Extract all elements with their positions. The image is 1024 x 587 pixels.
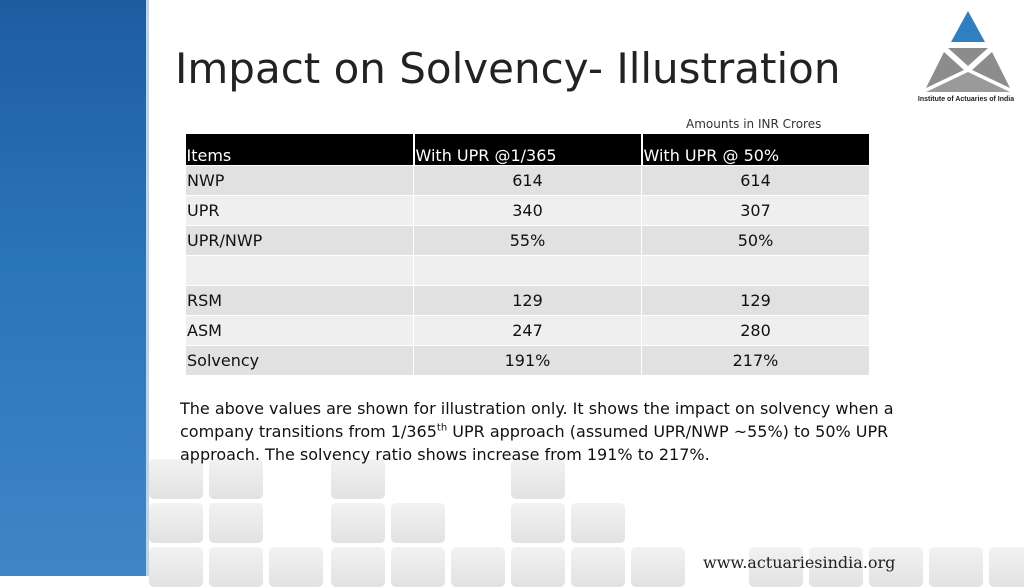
background-tile	[149, 503, 203, 543]
table-cell-value: 307	[641, 195, 870, 226]
table-row: RSM 129 129	[185, 285, 870, 316]
table-cell-value: 129	[641, 285, 870, 316]
table-cell-item: NWP	[185, 165, 414, 196]
background-tile	[989, 547, 1024, 587]
background-tile	[149, 547, 203, 587]
table-cell-item: ASM	[185, 315, 414, 346]
table-cell-value: 614	[641, 165, 870, 196]
table-cell-value: 55%	[413, 225, 642, 256]
table-row: UPR/NWP 55% 50%	[185, 225, 870, 256]
background-tile	[511, 503, 565, 543]
amounts-note: Amounts in INR Crores	[686, 117, 822, 131]
background-tile	[451, 547, 505, 587]
website-link[interactable]: www.actuariesindia.org	[703, 553, 896, 572]
sidebar-band	[0, 0, 146, 576]
background-tile	[571, 503, 625, 543]
table-cell-item	[185, 255, 414, 286]
logo-caption: Institute of Actuaries of India	[917, 96, 1015, 103]
table-header-cell: With UPR @1/365	[413, 134, 643, 166]
background-tile	[331, 503, 385, 543]
table-row	[185, 255, 870, 286]
table-cell-value: 614	[413, 165, 642, 196]
background-tile	[511, 459, 565, 499]
table-cell-value: 50%	[641, 225, 870, 256]
table-cell-value: 340	[413, 195, 642, 226]
solvency-table: Items With UPR @1/365 With UPR @ 50% NWP…	[185, 134, 871, 376]
explanation-part2: UPR approach (assumed UPR/NWP ~55%) to 5…	[180, 422, 889, 464]
table-row: ASM 247 280	[185, 315, 870, 346]
explanation-text: The above values are shown for illustrat…	[180, 397, 900, 466]
table-cell-value: 280	[641, 315, 870, 346]
table-cell-value: 129	[413, 285, 642, 316]
background-tile	[571, 547, 625, 587]
table-cell-item: UPR/NWP	[185, 225, 414, 256]
table-cell-value: 247	[413, 315, 642, 346]
background-tile	[269, 547, 323, 587]
table-header-row: Items With UPR @1/365 With UPR @ 50%	[185, 134, 871, 166]
background-tile	[391, 547, 445, 587]
explanation-part1: The above values are shown for illustrat…	[180, 399, 894, 441]
background-tile	[511, 547, 565, 587]
table-cell-value	[641, 255, 870, 286]
table-cell-item: Solvency	[185, 345, 414, 376]
background-tile	[391, 503, 445, 543]
background-tile	[631, 547, 685, 587]
table-row: Solvency 191% 217%	[185, 345, 870, 376]
slide-title: Impact on Solvency- Illustration	[175, 44, 841, 93]
background-tile	[209, 459, 263, 499]
table-row: NWP 614 614	[185, 165, 870, 196]
iai-logo: Institute of Actuaries of India	[914, 8, 1018, 110]
table-cell-item: RSM	[185, 285, 414, 316]
table-header-cell: Items	[185, 134, 415, 166]
table-cell-value: 191%	[413, 345, 642, 376]
background-tile	[331, 547, 385, 587]
background-tile	[149, 459, 203, 499]
table-header-cell: With UPR @ 50%	[641, 134, 871, 166]
table-cell-value	[413, 255, 642, 286]
sidebar-edge	[146, 0, 149, 576]
table-row: UPR 340 307	[185, 195, 870, 226]
table-cell-value: 217%	[641, 345, 870, 376]
background-tile	[209, 547, 263, 587]
background-tile	[929, 547, 983, 587]
table-cell-item: UPR	[185, 195, 414, 226]
background-tile	[331, 459, 385, 499]
iai-triangle-logo-icon	[926, 11, 1010, 92]
explanation-superscript: th	[436, 422, 448, 434]
background-tile	[209, 503, 263, 543]
